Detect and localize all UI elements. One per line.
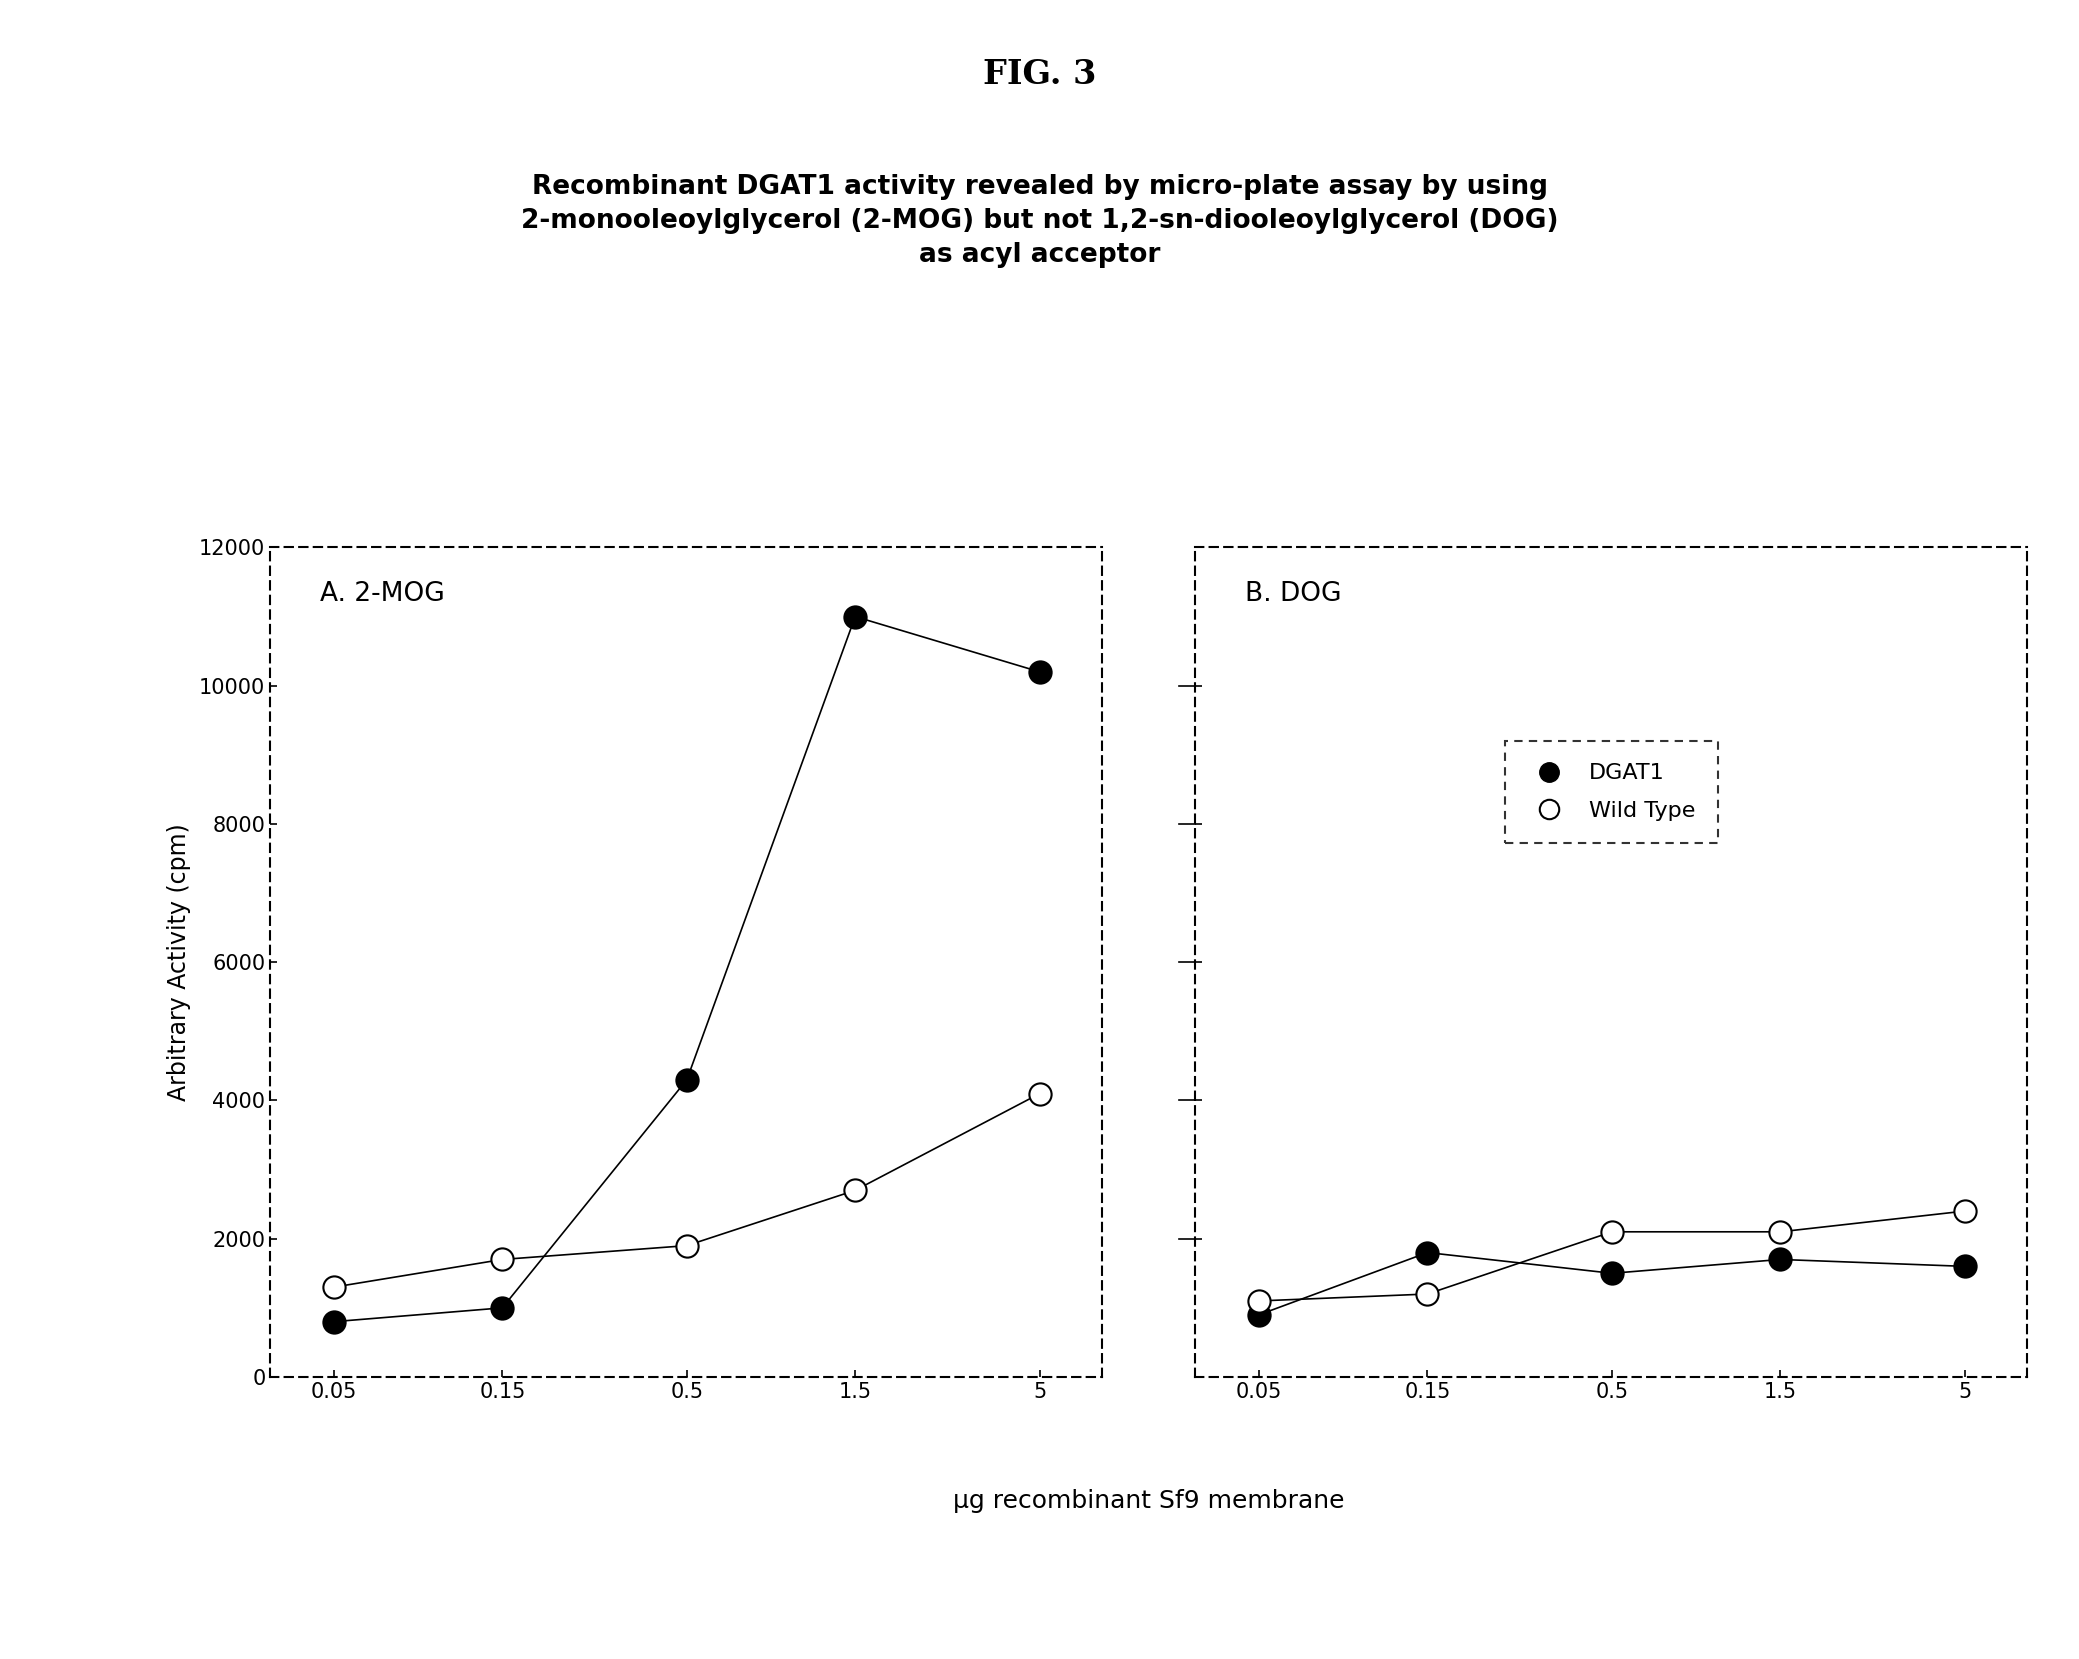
Text: A. 2-MOG: A. 2-MOG <box>320 581 445 607</box>
Point <box>669 1233 703 1259</box>
Y-axis label: Arbitrary Activity (cpm): Arbitrary Activity (cpm) <box>166 823 191 1102</box>
Point <box>486 1246 520 1272</box>
Point <box>1412 1281 1445 1307</box>
Point <box>318 1309 351 1335</box>
Point <box>1763 1246 1796 1272</box>
Point <box>1948 1253 1981 1279</box>
Point <box>1763 1218 1796 1244</box>
Point <box>1023 659 1056 685</box>
Point <box>669 1067 703 1093</box>
Point <box>1948 1198 1981 1224</box>
Point <box>1595 1261 1628 1287</box>
Text: μg recombinant Sf9 membrane: μg recombinant Sf9 membrane <box>952 1490 1345 1513</box>
Point <box>1243 1287 1277 1314</box>
Point <box>1412 1239 1445 1266</box>
Text: Recombinant DGAT1 activity revealed by micro-plate assay by using
2-monooleoylgl: Recombinant DGAT1 activity revealed by m… <box>520 174 1559 269</box>
Point <box>838 604 871 630</box>
Point <box>1023 1080 1056 1107</box>
Text: FIG. 3: FIG. 3 <box>983 58 1096 91</box>
Point <box>838 1178 871 1204</box>
Point <box>1243 1301 1277 1327</box>
Point <box>1595 1218 1628 1244</box>
Point <box>486 1294 520 1321</box>
Legend: DGAT1, Wild Type: DGAT1, Wild Type <box>1505 742 1717 843</box>
Text: B. DOG: B. DOG <box>1245 581 1341 607</box>
Point <box>318 1274 351 1301</box>
